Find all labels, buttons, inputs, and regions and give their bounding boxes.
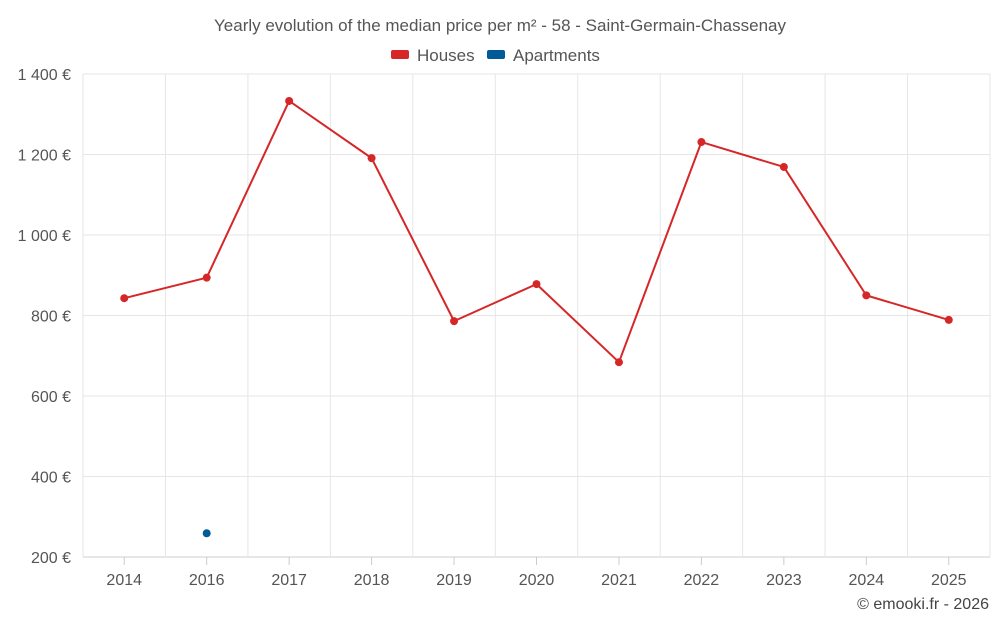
houses-point-2019[interactable] (450, 317, 459, 326)
houses-point-2017[interactable] (285, 96, 294, 105)
houses-point-2020[interactable] (532, 280, 541, 289)
houses-point-2023[interactable] (779, 162, 788, 171)
y-tick-label: 1 000 € (18, 228, 71, 245)
grid-lines (82, 73, 991, 558)
houses-legend-label[interactable]: Houses (417, 46, 475, 65)
y-tick-label: 1 200 € (18, 148, 71, 165)
houses-point-2021[interactable] (614, 358, 623, 367)
series-layer (120, 96, 953, 538)
houses-point-2016[interactable] (202, 273, 211, 282)
x-tick-label-2017: 2017 (271, 572, 307, 589)
apartments-point-2016[interactable] (202, 529, 211, 538)
x-tick-label-2014: 2014 (106, 572, 142, 589)
x-tick-label-2019: 2019 (436, 572, 472, 589)
houses-point-2025[interactable] (944, 315, 953, 324)
houses-point-2024[interactable] (862, 291, 871, 300)
x-tick-label-2016: 2016 (189, 572, 225, 589)
x-tick-label-2024: 2024 (849, 572, 885, 589)
x-axis: 2014 2016 2017 2018 2019 2020 2021 2022 2023 2024… (106, 557, 967, 589)
x-tick-label-2021: 2021 (601, 572, 637, 589)
x-tick-label-2025: 2025 (931, 572, 967, 589)
y-tick-label: 400 € (31, 470, 71, 487)
x-tick-label-2020: 2020 (519, 572, 555, 589)
y-tick-label: 800 € (31, 309, 71, 326)
houses-legend-swatch[interactable] (391, 50, 409, 59)
chart-title: Yearly evolution of the median price per… (214, 16, 786, 35)
apartments-legend-swatch[interactable] (487, 50, 505, 59)
apartments-legend-label[interactable]: Apartments (513, 46, 600, 65)
houses-point-2022[interactable] (697, 138, 706, 147)
credit-text: © emooki.fr - 2026 (857, 596, 989, 613)
houses-point-2014[interactable] (120, 294, 129, 303)
y-tick-label: 1 400 € (18, 67, 71, 84)
x-tick-label-2023: 2023 (766, 572, 802, 589)
x-tick-label-2022: 2022 (684, 572, 720, 589)
y-axis: 200 € 400 € 600 € 800 € 1 000 € 1 200 € 1 400 … (18, 67, 71, 567)
y-tick-label: 600 € (31, 389, 71, 406)
y-tick-label: 200 € (31, 550, 71, 567)
legend: Houses Apartments (391, 46, 600, 65)
x-tick-label-2018: 2018 (354, 572, 390, 589)
houses-point-2018[interactable] (367, 154, 376, 163)
